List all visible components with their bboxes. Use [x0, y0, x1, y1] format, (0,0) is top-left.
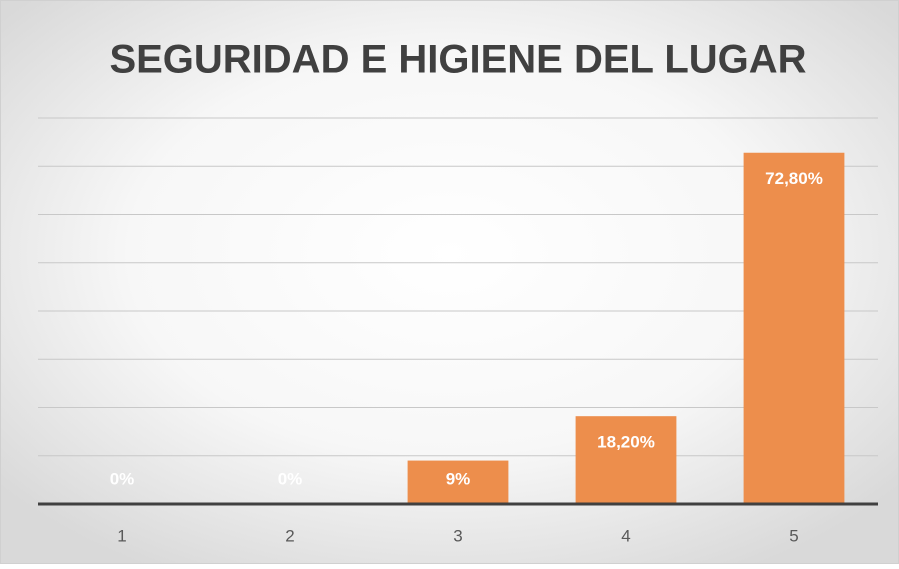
data-label: 9% — [446, 469, 471, 488]
bar — [743, 152, 845, 505]
bar — [407, 460, 509, 504]
x-tick-label: 4 — [621, 526, 630, 545]
bar — [575, 416, 677, 504]
data-label: 0% — [110, 469, 135, 488]
x-tick-label: 3 — [453, 526, 462, 545]
data-label: 0% — [278, 469, 303, 488]
x-tick-label: 2 — [285, 526, 294, 545]
chart-title: SEGURIDAD E HIGIENE DEL LUGAR — [109, 38, 806, 82]
data-label: 72,80% — [765, 169, 823, 188]
x-tick-label: 5 — [789, 526, 798, 545]
x-tick-label: 1 — [117, 526, 126, 545]
data-label: 18,20% — [597, 433, 655, 452]
